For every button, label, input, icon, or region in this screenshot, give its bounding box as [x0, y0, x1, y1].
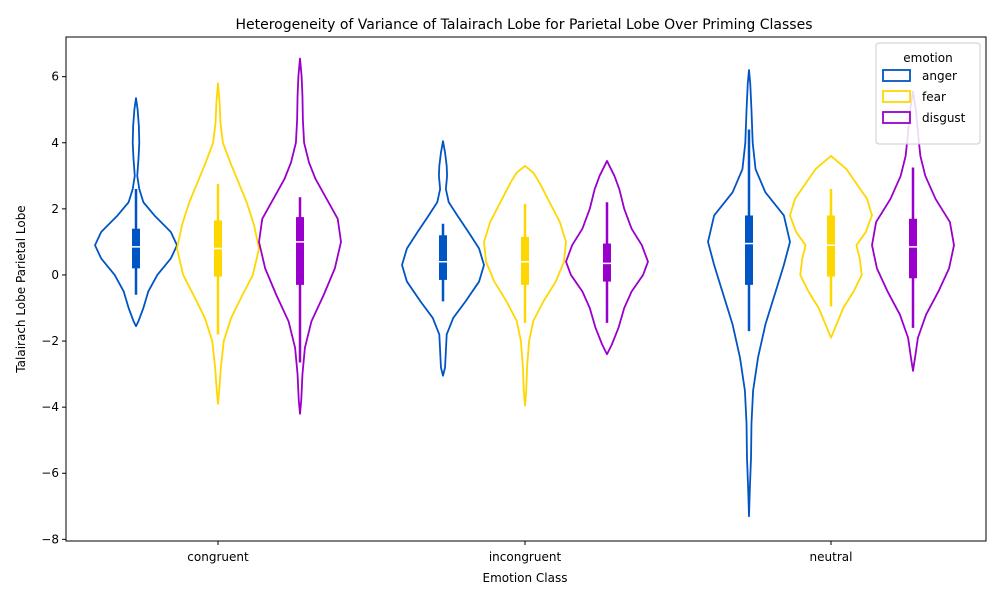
violin-iqr-box [296, 217, 304, 285]
violin-iqr-box [132, 228, 140, 269]
violin-iqr-box [603, 243, 611, 282]
legend-label-fear: fear [922, 90, 946, 104]
violin-fear-incongruent [483, 164, 567, 407]
violin-iqr-box [521, 236, 529, 285]
y-tick-label: 0 [51, 268, 59, 282]
y-tick-label: −8 [41, 532, 59, 546]
violin-outline [483, 164, 567, 407]
legend: emotion anger fear disgust [875, 42, 981, 145]
violin-anger-congruent [94, 97, 178, 328]
violin-disgust-congruent [258, 57, 342, 415]
legend-label-anger: anger [922, 69, 957, 83]
violin-anger-incongruent [401, 140, 485, 377]
y-tick-label: −6 [41, 466, 59, 480]
x-tick-label: congruent [187, 550, 249, 564]
plot-area [94, 57, 955, 518]
legend-title: emotion [903, 51, 952, 65]
violin-outline [94, 97, 178, 328]
violin-fear-neutral [789, 155, 873, 339]
y-tick-label: −4 [41, 400, 59, 414]
y-axis-label: Talairach Lobe Parietal Lobe [14, 205, 28, 373]
violin-outline [176, 82, 260, 405]
violin-anger-neutral [707, 69, 791, 518]
violin-iqr-box [745, 215, 753, 285]
violin-outline [565, 160, 649, 356]
violin-outline [789, 155, 873, 339]
x-tick-label: incongruent [489, 550, 562, 564]
legend-swatch-fear [882, 90, 911, 103]
axes: −8 −6 −4 −2 0 2 4 6 congruent incongruent neutral [41, 70, 852, 564]
x-tick-label: neutral [810, 550, 853, 564]
legend-swatch-disgust [882, 111, 911, 124]
violin-outline [707, 69, 791, 518]
violin-outline [401, 140, 485, 377]
violin-iqr-box [439, 235, 447, 280]
violin-fear-congruent [176, 82, 260, 405]
violin-iqr-box [909, 218, 917, 279]
legend-swatch-anger [882, 69, 911, 82]
legend-label-disgust: disgust [922, 111, 966, 125]
y-tick-label: 6 [51, 70, 59, 84]
violin-iqr-box [827, 215, 835, 277]
chart-title: Heterogeneity of Variance of Talairach L… [235, 17, 812, 33]
violin-outline [258, 57, 342, 415]
x-axis-label: Emotion Class [483, 571, 568, 585]
y-tick-label: −2 [41, 334, 59, 348]
legend-box [875, 42, 981, 145]
axes-frame [65, 36, 987, 542]
violin-disgust-incongruent [565, 160, 649, 356]
y-tick-label: 2 [51, 202, 59, 216]
y-tick-label: 4 [51, 136, 59, 150]
